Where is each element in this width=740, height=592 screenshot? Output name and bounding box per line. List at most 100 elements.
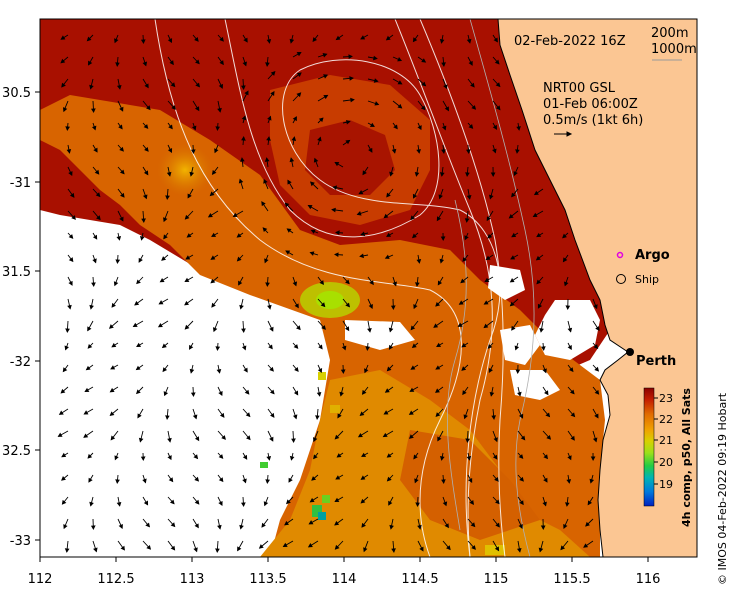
- current-vector-head: [546, 434, 552, 440]
- current-vector-head: [136, 279, 141, 285]
- current-vector-head: [165, 195, 170, 200]
- current-vector-head: [292, 281, 298, 287]
- current-vector-head: [246, 435, 251, 441]
- current-vector-head: [263, 178, 268, 184]
- current-vector-head: [443, 84, 448, 90]
- current-vector-head: [92, 258, 97, 264]
- current-vector-head: [270, 90, 275, 97]
- current-vector-head: [409, 387, 415, 392]
- current-vector-head: [461, 366, 467, 371]
- current-vector-head: [239, 304, 244, 310]
- current-vector-head: [118, 523, 123, 529]
- y-tick-label: -32: [10, 355, 31, 370]
- current-vector-head: [242, 454, 248, 460]
- current-vector-head: [211, 232, 217, 237]
- current-vector-head: [484, 277, 490, 282]
- current-vector-head: [116, 85, 122, 90]
- current-vector-head: [318, 117, 324, 123]
- current-vector-head: [141, 218, 146, 223]
- current-vector-head: [209, 191, 215, 197]
- current-vector-head: [218, 500, 223, 506]
- current-vector-head: [515, 149, 520, 154]
- current-vector-head: [589, 478, 595, 484]
- current-vector-head: [195, 59, 200, 65]
- current-vector-head: [313, 157, 319, 163]
- current-vector-head: [307, 205, 313, 210]
- current-vector-head: [136, 342, 142, 347]
- current-vector-head: [458, 300, 464, 305]
- current-vector-head: [435, 388, 440, 393]
- current-vector-head: [359, 253, 364, 259]
- cool-speck: [260, 462, 268, 468]
- current-vector-head: [241, 85, 246, 90]
- current-vector-head: [293, 390, 299, 396]
- current-vector-head: [350, 97, 355, 103]
- current-vector-head: [565, 502, 570, 507]
- current-vector-head: [88, 60, 93, 66]
- current-vector-head: [570, 412, 576, 418]
- current-vector-head: [435, 301, 441, 307]
- current-vector-head: [187, 193, 192, 199]
- current-vector-head: [245, 412, 251, 418]
- cool-speck: [318, 512, 326, 520]
- current-vector-head: [114, 38, 119, 44]
- current-vector-head: [296, 325, 301, 331]
- current-vector-head: [215, 126, 220, 131]
- contour-label-200m: 200m: [651, 26, 688, 41]
- current-vector-head: [437, 436, 442, 442]
- current-vector-head: [170, 522, 176, 528]
- current-vector-head: [593, 304, 598, 310]
- current-vector-head: [113, 281, 119, 287]
- current-vector-head: [142, 478, 147, 484]
- cool-speck: [322, 495, 330, 503]
- current-vector-head: [137, 413, 142, 419]
- current-vector-head: [221, 435, 226, 440]
- current-vector-head: [261, 201, 266, 207]
- colorbar-title: 4h comp, p50, All Sats: [680, 388, 693, 527]
- current-vector-head: [243, 367, 248, 373]
- current-vector-head: [345, 302, 351, 308]
- current-vector-head: [286, 499, 291, 505]
- current-vector-head: [421, 58, 427, 63]
- current-vector-head: [83, 410, 89, 415]
- current-vector-head: [511, 192, 516, 198]
- cloud-gap: [535, 300, 600, 360]
- current-vector-head: [143, 124, 149, 129]
- current-vector-head: [360, 498, 366, 504]
- current-vector-head: [159, 278, 165, 283]
- current-vector-head: [190, 149, 196, 154]
- current-vector-head: [215, 346, 221, 351]
- current-vector-head: [334, 434, 340, 440]
- current-vector-head: [417, 125, 422, 131]
- current-vector-head: [567, 455, 572, 461]
- current-vector-head: [345, 139, 351, 145]
- current-vector-head: [470, 522, 476, 528]
- current-vector-head: [119, 216, 124, 222]
- current-vector-head: [441, 62, 446, 67]
- current-vector-head: [593, 344, 599, 350]
- current-vector-head: [119, 169, 125, 175]
- current-vector-head: [435, 412, 441, 418]
- vector-scale: 0.5m/s (1kt 6h): [543, 113, 643, 128]
- current-vector-head: [511, 232, 517, 238]
- current-vector-head: [119, 106, 124, 112]
- colorbar-tick-label: 21: [659, 434, 673, 447]
- current-vector-head: [466, 149, 471, 154]
- current-vector-head: [169, 499, 175, 505]
- current-vector-head: [368, 147, 373, 153]
- current-vector-head: [468, 477, 473, 483]
- current-vector-head: [142, 194, 148, 200]
- current-vector-head: [334, 544, 340, 550]
- current-vector-head: [411, 343, 417, 348]
- bathymetry-contours: [154, 19, 506, 557]
- current-vector-head: [169, 60, 174, 66]
- vector-scale-arrow: [554, 131, 573, 137]
- current-vector-head: [331, 207, 336, 213]
- current-vector-head: [116, 235, 122, 241]
- current-vector-head: [162, 367, 168, 373]
- current-vector-head: [161, 256, 167, 261]
- current-vector-head: [309, 497, 315, 503]
- current-vector-head: [243, 37, 248, 43]
- sst-south-patch: [400, 430, 540, 540]
- current-vector-head: [468, 60, 473, 66]
